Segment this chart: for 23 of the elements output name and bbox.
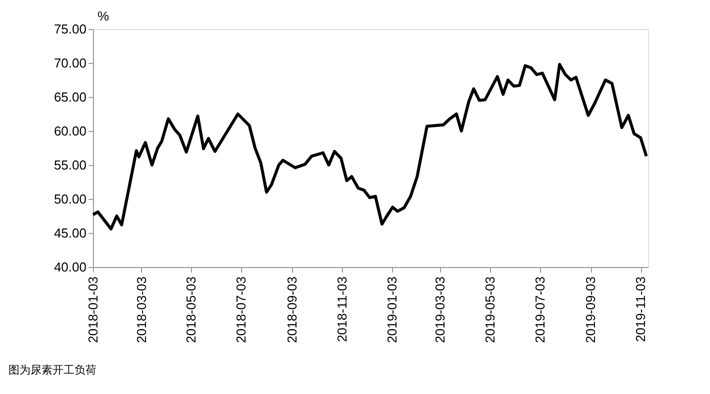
x-tick-label: 2019-01-03 <box>384 276 400 343</box>
x-tick-label: 2019-09-03 <box>583 276 598 343</box>
y-tick-label: 45.00 <box>54 226 86 240</box>
x-tick-label: 2018-03-03 <box>134 276 149 343</box>
y-tick-label: 50.00 <box>54 192 86 206</box>
y-tick-label: 40.00 <box>54 260 86 274</box>
y-axis-title: % <box>98 8 110 24</box>
x-tick-label: 2019-11-03 <box>633 276 648 342</box>
text: 图为尿素开工负荷 <box>8 364 96 376</box>
y-tick-label: 60.00 <box>54 124 86 138</box>
y-tick-label: 75.00 <box>54 22 86 36</box>
x-tick-label: 2018-05-03 <box>184 276 199 343</box>
line-series <box>92 62 648 230</box>
x-tick-label: 2018-09-03 <box>284 276 300 343</box>
x-tick-label: 2018-07-03 <box>234 276 249 343</box>
x-tick-label: 2019-05-03 <box>482 276 498 343</box>
x-tick-label: 2018-01-03 <box>86 276 100 343</box>
x-tick-label: 2019-07-03 <box>532 276 548 343</box>
x-tick-label: 2018-11-03 <box>334 276 350 342</box>
y-tick-label: 65.00 <box>54 90 86 104</box>
x-tick-label: 2019-03-03 <box>432 276 448 343</box>
y-tick-label: 55.00 <box>54 158 86 172</box>
y-tick-label: 70.00 <box>54 56 86 70</box>
